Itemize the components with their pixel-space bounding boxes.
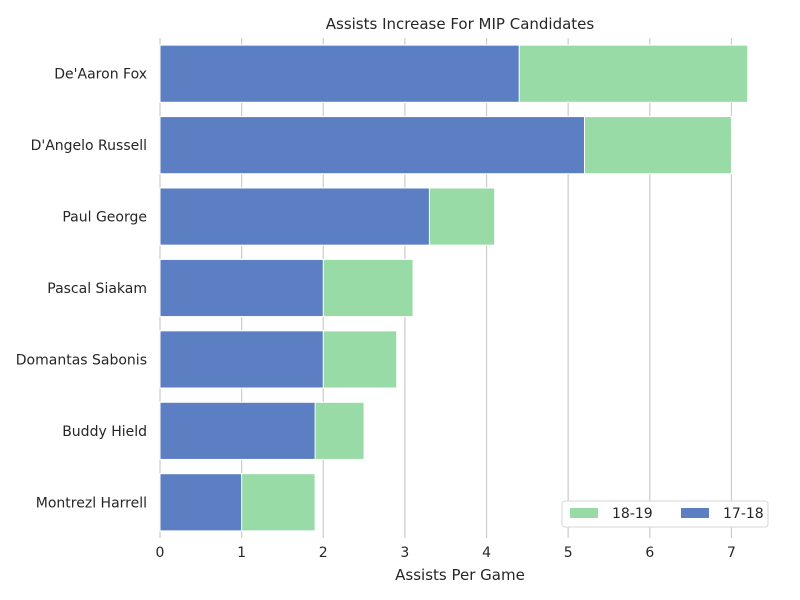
bars bbox=[159, 44, 749, 532]
x-tick-label: 5 bbox=[564, 545, 573, 561]
y-tick-label: Buddy Hield bbox=[62, 424, 147, 440]
legend-label-17-18: 17-18 bbox=[723, 506, 764, 522]
x-tick-label: 0 bbox=[156, 545, 165, 561]
x-tick-label: 2 bbox=[319, 545, 328, 561]
legend-swatch-17-18 bbox=[681, 508, 709, 518]
bar-17-18-5 bbox=[159, 401, 316, 460]
bar-17-18-1 bbox=[159, 116, 585, 175]
bar-17-18-0 bbox=[159, 44, 520, 103]
x-tick-label: 6 bbox=[645, 545, 654, 561]
legend: 18-19 17-18 bbox=[561, 500, 769, 528]
x-tick-label: 1 bbox=[237, 545, 246, 561]
bar-17-18-4 bbox=[159, 330, 324, 389]
x-tick-label: 4 bbox=[482, 545, 491, 561]
legend-swatch-18-19 bbox=[570, 508, 598, 518]
x-tick-label: 3 bbox=[400, 545, 409, 561]
y-tick-label: Pascal Siakam bbox=[47, 281, 147, 297]
y-tick-label: De'Aaron Fox bbox=[54, 67, 147, 83]
legend-frame bbox=[561, 500, 769, 528]
chart-title: Assists Increase For MIP Candidates bbox=[326, 15, 595, 33]
y-tick-labels: De'Aaron Fox D'Angelo Russell Paul George P… bbox=[16, 67, 147, 512]
y-tick-label: Montrezl Harrell bbox=[36, 495, 147, 511]
bar-17-18-3 bbox=[159, 258, 324, 318]
bar-17-18-2 bbox=[159, 187, 430, 246]
x-axis-label: Assists Per Game bbox=[395, 566, 525, 584]
y-tick-label: D'Angelo Russell bbox=[31, 138, 147, 154]
y-tick-label: Paul George bbox=[62, 210, 147, 226]
legend-label-18-19: 18-19 bbox=[612, 506, 653, 522]
x-tick-labels: 0 1 2 3 4 5 6 7 bbox=[156, 545, 736, 561]
y-tick-label: Domantas Sabonis bbox=[16, 352, 147, 368]
x-tick-label: 7 bbox=[727, 545, 736, 561]
bar-17-18-6 bbox=[159, 473, 243, 532]
